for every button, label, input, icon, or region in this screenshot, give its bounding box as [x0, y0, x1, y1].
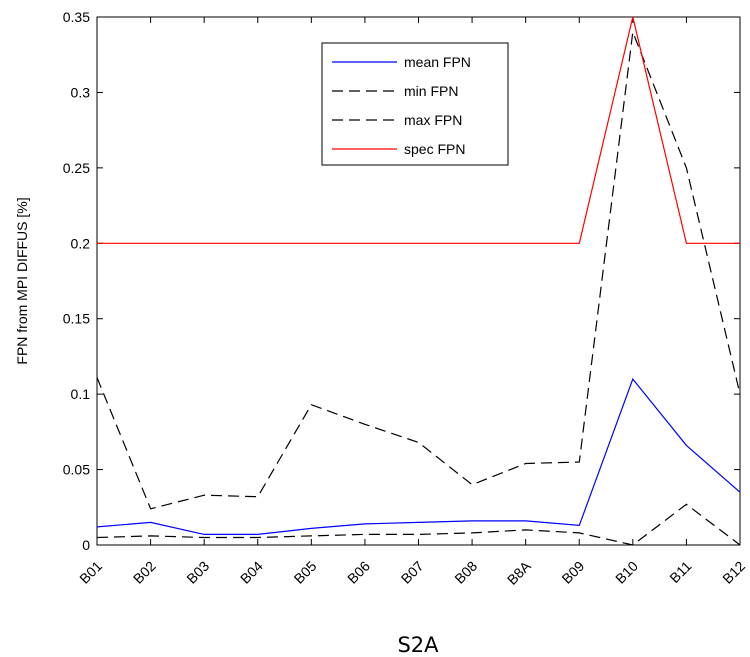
x-tick-label: B01 — [76, 558, 105, 587]
x-tick-label: B03 — [183, 558, 212, 587]
x-tick-label: B07 — [398, 558, 427, 587]
y-axis: 0 0.05 0.1 0.15 0.2 0.25 0.3 0.35 — [63, 9, 740, 553]
series-layer — [96, 16, 741, 546]
series-line-spec-fpn — [97, 16, 740, 244]
legend-items: mean FPN min FPN max FPN spec FPN — [332, 54, 471, 157]
x-tick-label: B06 — [344, 558, 373, 587]
x-axis-label: S2A — [397, 633, 439, 657]
y-tick-label: 0.2 — [71, 235, 91, 251]
y-axis-label: FPN from MPI DIFFUS [%] — [14, 197, 30, 364]
x-tick-label: B8A — [504, 557, 534, 587]
legend-box — [321, 42, 509, 166]
y-tick-label: 0.15 — [63, 311, 90, 327]
y-tick-label: 0 — [82, 537, 90, 553]
x-tick-label: B09 — [558, 558, 587, 587]
y-tick-label: 0.35 — [63, 9, 90, 25]
x-tick-label: B05 — [291, 558, 320, 587]
legend-label: spec FPN — [404, 141, 465, 157]
x-tick-label: B04 — [237, 558, 266, 587]
series-line-max-fpn — [96, 31, 741, 510]
series-line-mean-fpn — [96, 377, 741, 536]
x-tick-label: B11 — [666, 558, 694, 586]
y-tick-label: 0.1 — [71, 386, 91, 402]
legend-label: mean FPN — [404, 54, 471, 70]
y-tick-label: 0.25 — [63, 160, 90, 176]
legend: mean FPN min FPN max FPN spec FPN — [321, 42, 509, 166]
x-tick-label: B10 — [612, 558, 641, 587]
y-tick-label: 0.3 — [71, 84, 91, 100]
legend-label: min FPN — [404, 83, 458, 99]
x-tick-label: B12 — [719, 558, 748, 587]
series-line-min-fpn — [96, 503, 741, 546]
y-tick-label: 0.05 — [63, 462, 90, 478]
legend-label: max FPN — [404, 112, 462, 128]
x-tick-label: B08 — [451, 558, 480, 587]
x-tick-label: B02 — [130, 558, 159, 587]
